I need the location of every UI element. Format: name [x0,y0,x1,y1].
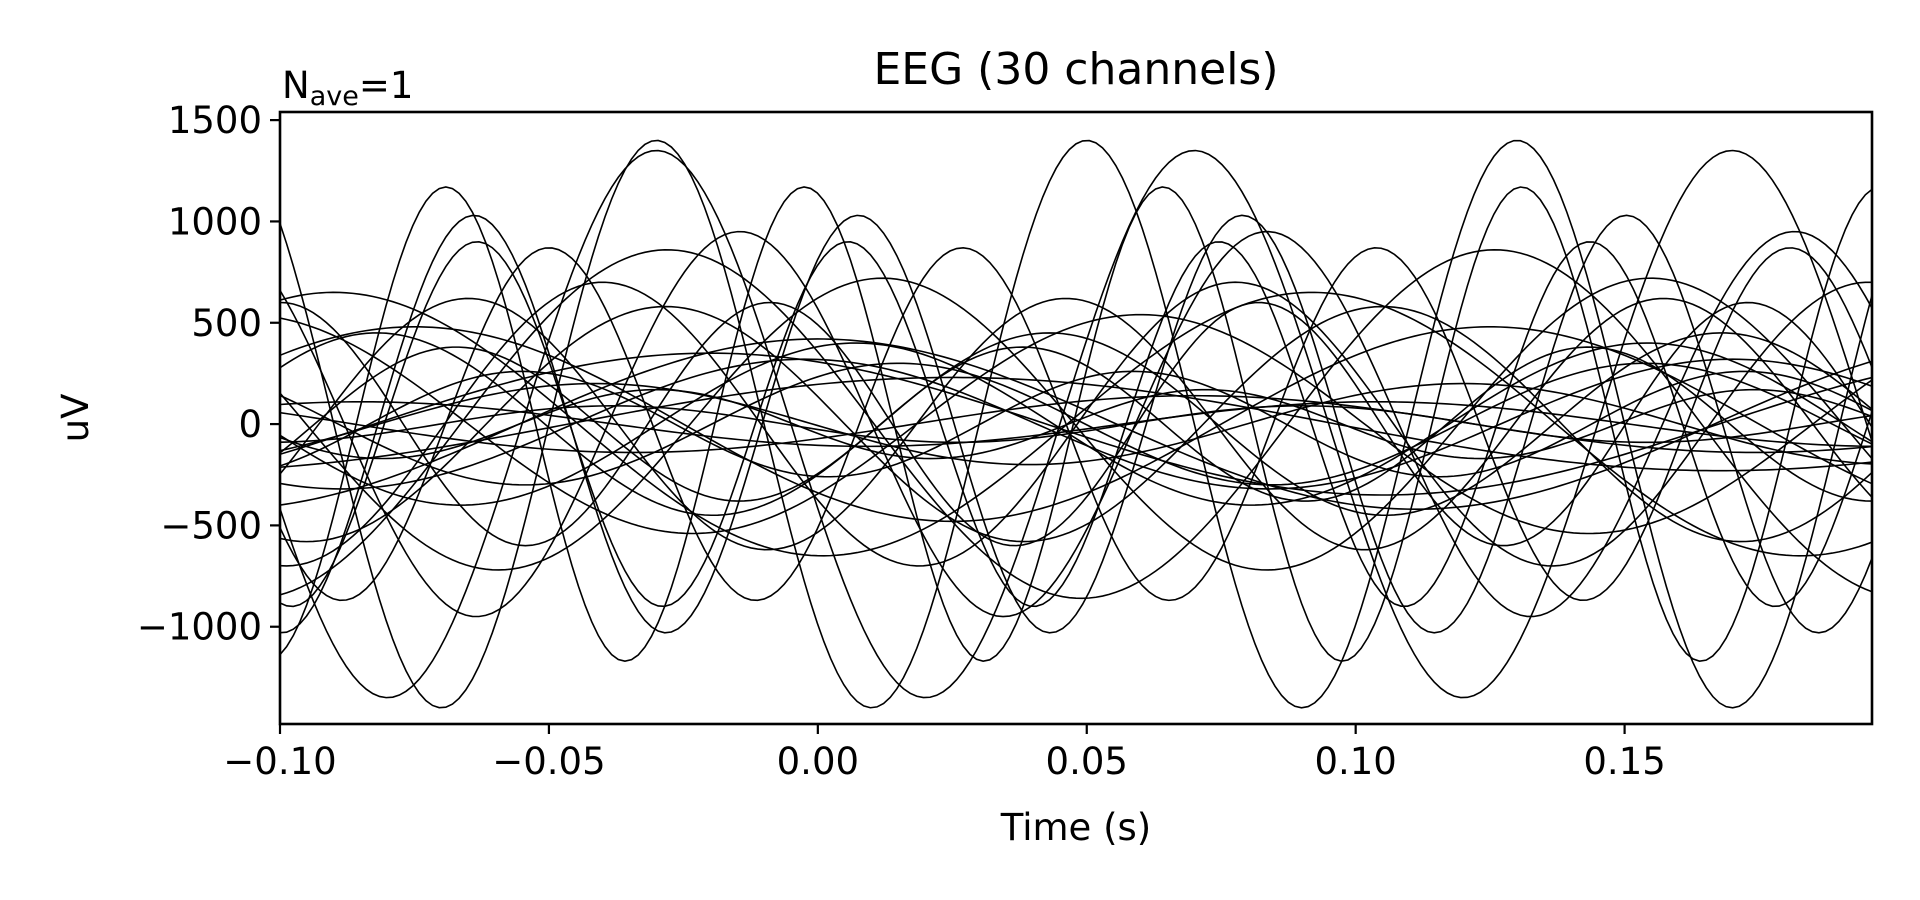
y-tick-label: −1000 [137,606,262,649]
eeg-trace-22 [280,358,1872,490]
eeg-trace-24 [280,370,1872,478]
x-tick-label: −0.05 [492,740,605,783]
eeg-trace-19 [280,342,1872,506]
y-tick-label: 0 [238,403,262,446]
eeg-trace-28 [280,394,1872,454]
x-tick-label: 0.15 [1583,740,1665,783]
y-tick-label: −500 [160,504,262,547]
eeg-trace-15 [280,313,1872,535]
x-axis-ticks: −0.10 −0.05 0.00 0.05 0.10 0.15 [223,724,1666,783]
eeg-trace-29 [280,400,1872,448]
eeg-trace-10 [280,281,1872,567]
eeg-trace-13 [280,301,1872,547]
y-tick-label: 500 [191,302,262,345]
eeg-trace-25 [280,376,1872,472]
trace-group [280,139,1872,709]
eeg-trace-23 [280,362,1872,486]
eeg-trace-30 [280,405,1872,444]
eeg-trace-5 [280,230,1872,618]
x-tick-label: 0.10 [1314,740,1396,783]
plot-frame [278,110,1874,726]
eeg-trace-8 [280,248,1872,600]
eeg-trace-12 [280,297,1872,551]
nave-suffix: =1 [359,64,414,107]
eeg-trace-27 [280,388,1872,460]
eeg-trace-1 [280,139,1872,709]
chart-title: EEG (30 channels) [873,44,1278,95]
nave-base: N [282,64,310,107]
eeg-trace-20 [280,346,1872,502]
eeg-trace-6 [280,240,1872,608]
x-tick-label: −0.10 [223,740,336,783]
eeg-trace-4 [280,214,1872,634]
eeg-trace-3 [280,186,1872,663]
x-axis-label: Time (s) [1000,806,1151,849]
eeg-trace-7 [280,246,1872,602]
nave-annotation: Nave=1 [282,64,413,112]
y-axis-ticks: 1500 1000 500 0 −500 −1000 [137,99,280,649]
y-tick-label: 1000 [168,200,262,243]
nave-subscript: ave [310,81,359,112]
eeg-trace-26 [280,382,1872,466]
y-tick-label: 1500 [168,99,262,142]
y-axis-label: uV [54,394,97,443]
x-tick-label: 0.05 [1046,740,1128,783]
x-tick-label: 0.00 [777,740,859,783]
eeg-trace-18 [280,338,1872,510]
